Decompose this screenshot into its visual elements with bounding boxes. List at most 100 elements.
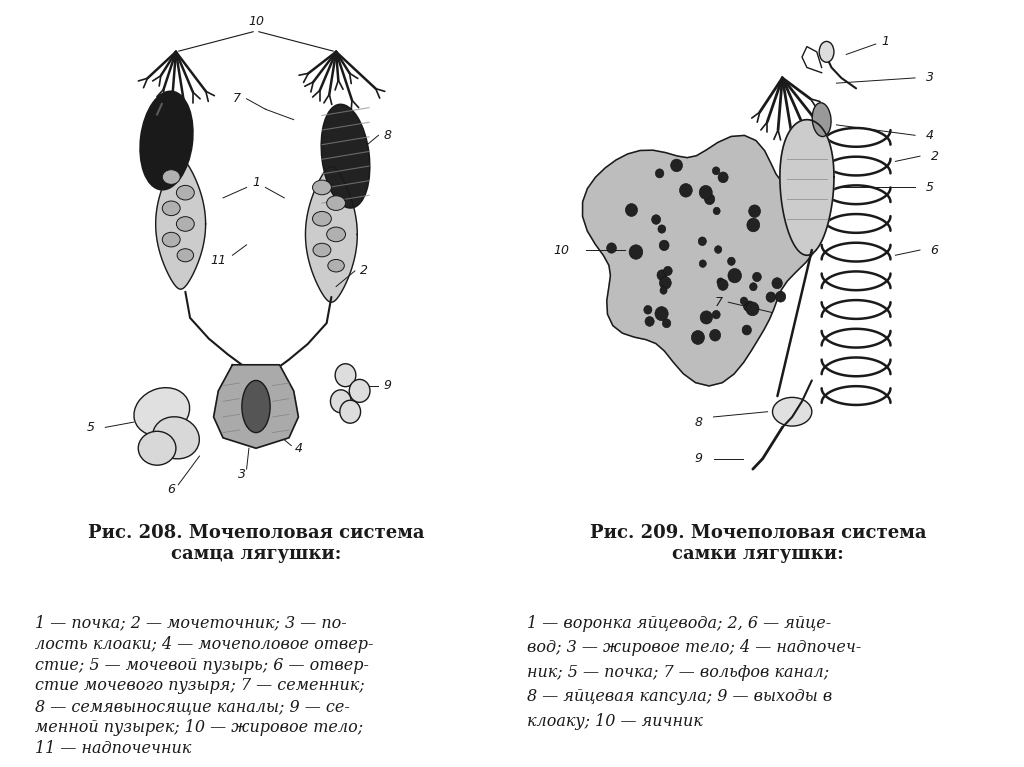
- Circle shape: [331, 390, 351, 413]
- Polygon shape: [156, 159, 206, 289]
- Circle shape: [340, 400, 360, 423]
- Text: 10: 10: [248, 15, 264, 28]
- Ellipse shape: [328, 259, 344, 272]
- Circle shape: [742, 325, 752, 335]
- Circle shape: [651, 215, 660, 224]
- Circle shape: [335, 364, 356, 387]
- Circle shape: [744, 301, 755, 312]
- Polygon shape: [305, 166, 357, 302]
- Circle shape: [699, 260, 707, 268]
- Ellipse shape: [162, 232, 180, 247]
- Text: 11: 11: [210, 254, 226, 267]
- Circle shape: [718, 172, 728, 183]
- Ellipse shape: [322, 104, 370, 208]
- Circle shape: [680, 183, 692, 197]
- Text: 7: 7: [715, 296, 723, 308]
- Circle shape: [728, 268, 741, 283]
- Ellipse shape: [176, 216, 195, 232]
- Circle shape: [772, 278, 782, 289]
- Circle shape: [691, 331, 705, 344]
- Circle shape: [743, 303, 751, 311]
- Text: 3: 3: [926, 71, 934, 84]
- Ellipse shape: [327, 227, 345, 242]
- Text: 9: 9: [384, 379, 392, 392]
- Text: 10: 10: [553, 244, 569, 256]
- Circle shape: [713, 167, 720, 175]
- Text: 8 — семявыносящие каналы; 9 — се-: 8 — семявыносящие каналы; 9 — се-: [35, 698, 349, 716]
- Circle shape: [657, 225, 666, 233]
- Circle shape: [766, 292, 776, 302]
- Circle shape: [713, 207, 720, 215]
- Circle shape: [660, 287, 667, 295]
- Ellipse shape: [772, 397, 812, 426]
- Text: вод; 3 — жировое тело; 4 — надпочеч-: вод; 3 — жировое тело; 4 — надпочеч-: [526, 640, 861, 657]
- Text: 11 — надпочечник: 11 — надпочечник: [35, 740, 190, 757]
- Text: 4: 4: [926, 129, 934, 142]
- Text: 5: 5: [926, 181, 934, 194]
- Circle shape: [629, 245, 643, 259]
- Circle shape: [710, 329, 721, 341]
- Ellipse shape: [312, 180, 332, 195]
- Ellipse shape: [176, 186, 195, 200]
- Circle shape: [606, 243, 616, 253]
- Circle shape: [749, 205, 761, 218]
- Circle shape: [349, 380, 370, 403]
- Text: ник; 5 — почка; 7 — вольфов канал;: ник; 5 — почка; 7 — вольфов канал;: [526, 664, 828, 681]
- Circle shape: [718, 279, 728, 291]
- Text: 8: 8: [694, 416, 702, 429]
- Circle shape: [713, 311, 720, 319]
- Text: 6: 6: [167, 483, 175, 496]
- Ellipse shape: [162, 170, 180, 184]
- Text: 5: 5: [87, 421, 95, 434]
- Text: 4: 4: [294, 442, 302, 455]
- Ellipse shape: [313, 243, 331, 257]
- Circle shape: [753, 272, 762, 281]
- Text: 1 — воронка яйцевода; 2, 6 — яйце-: 1 — воронка яйцевода; 2, 6 — яйце-: [526, 615, 830, 632]
- Circle shape: [644, 305, 652, 314]
- Circle shape: [671, 159, 683, 172]
- Ellipse shape: [312, 212, 332, 226]
- Polygon shape: [214, 365, 298, 448]
- Polygon shape: [780, 120, 834, 255]
- Ellipse shape: [327, 196, 345, 210]
- Ellipse shape: [242, 380, 270, 433]
- Circle shape: [655, 307, 669, 321]
- Text: 3: 3: [238, 468, 246, 481]
- Ellipse shape: [140, 91, 193, 189]
- Text: менной пузырек; 10 — жировое тело;: менной пузырек; 10 — жировое тело;: [35, 719, 362, 736]
- Circle shape: [705, 194, 715, 205]
- Text: 1 — почка; 2 — мочеточник; 3 — по-: 1 — почка; 2 — мочеточник; 3 — по-: [35, 615, 346, 632]
- Circle shape: [775, 291, 785, 302]
- Text: Рис. 208. Мочеполовая система
самца лягушки:: Рис. 208. Мочеполовая система самца лягу…: [88, 524, 424, 563]
- Text: 2: 2: [360, 265, 369, 278]
- Polygon shape: [583, 136, 821, 386]
- Circle shape: [746, 218, 760, 232]
- Text: 8 — яйцевая капсула; 9 — выходы в: 8 — яйцевая капсула; 9 — выходы в: [526, 689, 831, 706]
- Text: 7: 7: [233, 92, 242, 105]
- Text: стие; 5 — мочевой пузырь; 6 — отвер-: стие; 5 — мочевой пузырь; 6 — отвер-: [35, 657, 369, 673]
- Text: стие мочевого пузыря; 7 — семенник;: стие мочевого пузыря; 7 — семенник;: [35, 677, 365, 694]
- Ellipse shape: [162, 201, 180, 216]
- Circle shape: [645, 317, 654, 326]
- Text: 6: 6: [931, 244, 939, 256]
- Circle shape: [626, 203, 638, 216]
- Circle shape: [750, 283, 757, 291]
- Circle shape: [657, 270, 667, 281]
- Circle shape: [664, 266, 672, 275]
- Ellipse shape: [153, 416, 200, 459]
- Ellipse shape: [134, 387, 189, 436]
- Circle shape: [717, 278, 724, 285]
- Circle shape: [700, 311, 713, 324]
- Text: лость клоаки; 4 — мочеполовое отвер-: лость клоаки; 4 — мочеполовое отвер-: [35, 636, 373, 653]
- Circle shape: [746, 302, 759, 316]
- Circle shape: [655, 169, 664, 178]
- Text: клоаку; 10 — яичник: клоаку; 10 — яичник: [526, 713, 702, 730]
- Circle shape: [663, 319, 671, 328]
- Ellipse shape: [138, 431, 176, 465]
- Ellipse shape: [812, 103, 831, 137]
- Circle shape: [698, 237, 707, 245]
- Circle shape: [740, 297, 748, 305]
- Text: 8: 8: [384, 129, 392, 142]
- Circle shape: [659, 240, 669, 251]
- Circle shape: [699, 186, 713, 199]
